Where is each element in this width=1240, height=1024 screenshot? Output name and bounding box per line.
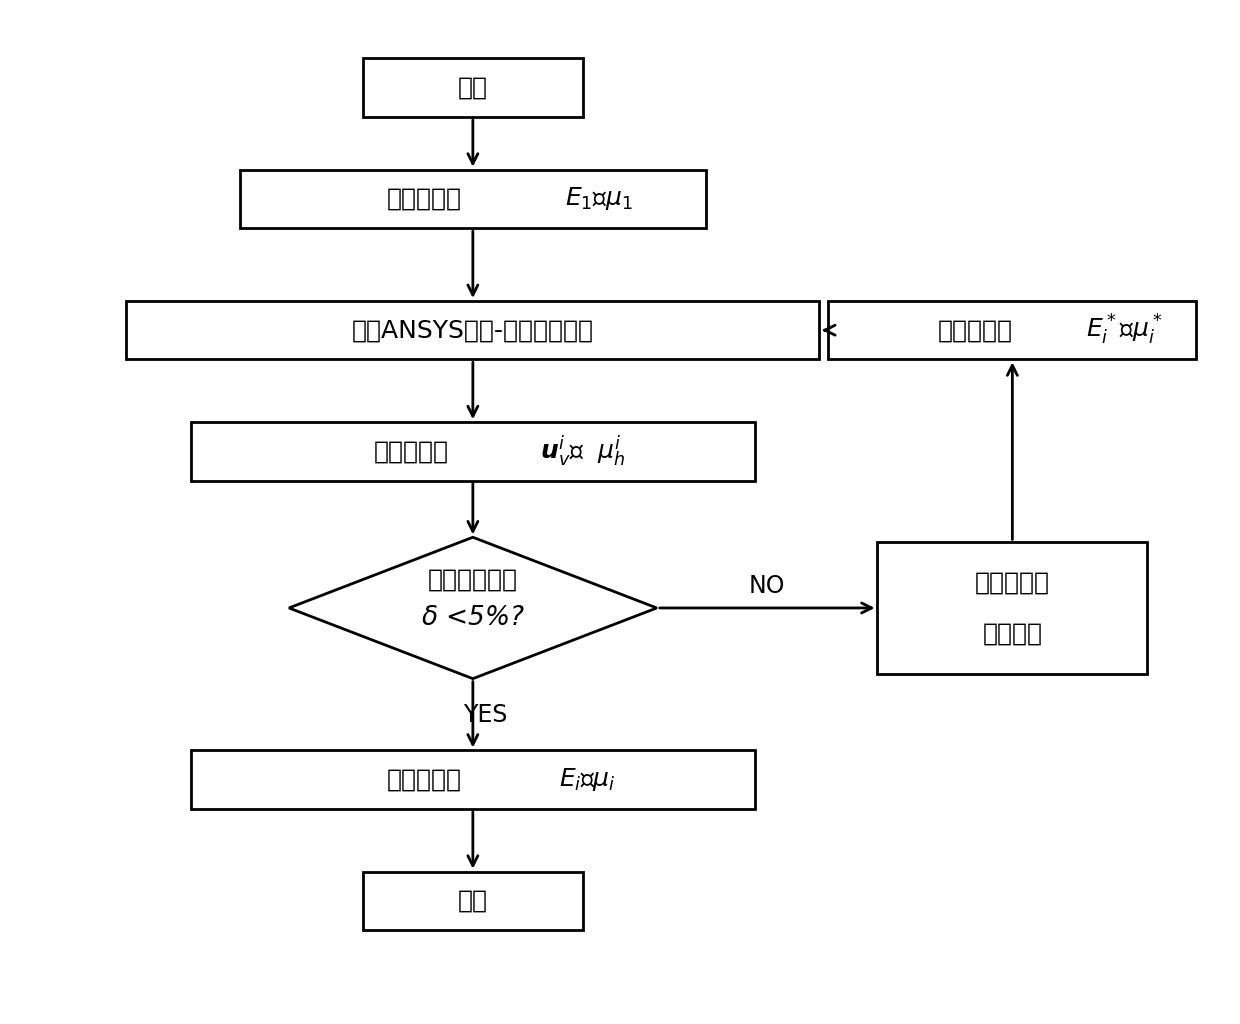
Text: $\delta$ <5%?: $\delta$ <5%? (420, 605, 525, 631)
FancyBboxPatch shape (878, 543, 1147, 674)
Text: YES: YES (463, 702, 507, 726)
Polygon shape (289, 538, 657, 679)
Text: 输出修正值: 输出修正值 (939, 318, 1013, 342)
Text: $E_i^*$、$\mu_i^*$: $E_i^*$、$\mu_i^*$ (1086, 313, 1163, 347)
Text: 代入初始值: 代入初始值 (387, 186, 461, 211)
FancyBboxPatch shape (362, 871, 583, 930)
Text: 进行ANSYS地层-结构法正分析: 进行ANSYS地层-结构法正分析 (352, 318, 594, 342)
Text: $\boldsymbol{u}_v^i$、  $\mu_h^i$: $\boldsymbol{u}_v^i$、 $\mu_h^i$ (541, 433, 626, 469)
FancyBboxPatch shape (126, 301, 820, 359)
Text: 输出等效值: 输出等效值 (387, 768, 461, 792)
Text: 值法修正: 值法修正 (982, 622, 1043, 645)
Text: 结束: 结束 (458, 889, 487, 912)
FancyBboxPatch shape (191, 422, 755, 480)
Text: $E_i$、$\mu_i$: $E_i$、$\mu_i$ (559, 766, 615, 794)
Text: 输出计算值: 输出计算值 (374, 439, 449, 464)
FancyBboxPatch shape (828, 301, 1197, 359)
FancyBboxPatch shape (362, 58, 583, 117)
Text: 验算拟合误差: 验算拟合误差 (428, 567, 518, 592)
Text: $E_1$、$\mu_1$: $E_1$、$\mu_1$ (565, 185, 632, 212)
FancyBboxPatch shape (239, 170, 706, 228)
Text: NO: NO (749, 573, 785, 598)
Text: 二分位移比: 二分位移比 (975, 570, 1050, 595)
Text: 开始: 开始 (458, 76, 487, 99)
FancyBboxPatch shape (191, 751, 755, 809)
